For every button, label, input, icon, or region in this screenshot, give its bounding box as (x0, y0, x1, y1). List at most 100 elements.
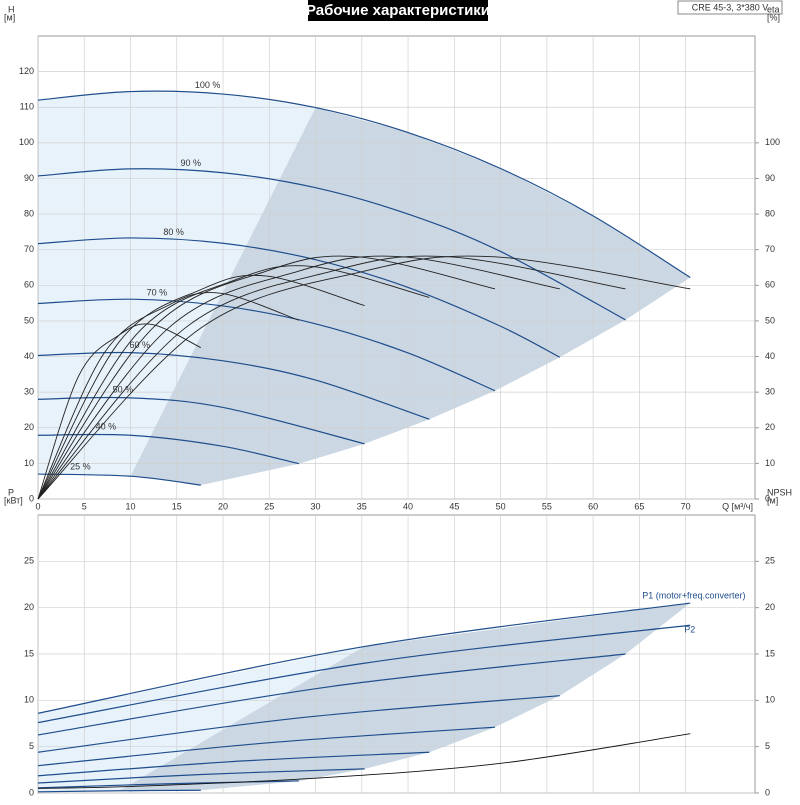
x-tick-label: 35 (357, 501, 367, 511)
y2-tick-label: 60 (765, 280, 775, 290)
curve (37, 351, 430, 420)
x-tick-label: 30 (311, 501, 321, 511)
speed-label: 40 % (96, 422, 117, 432)
speed-label: 90 % (180, 158, 201, 168)
speed-label: 25 % (70, 461, 91, 471)
y-tick-label: 60 (24, 280, 34, 290)
y2-tick-label: 40 (765, 351, 775, 361)
x-tick-label: 40 (403, 501, 413, 511)
curve (37, 768, 365, 784)
y2-tick-label: 90 (765, 173, 775, 183)
curve (37, 751, 430, 777)
y-tick-label: 20 (24, 422, 34, 432)
y2-tick-label: 0 (765, 493, 770, 503)
y-tick-label: 120 (19, 66, 34, 76)
speed-label: 50 % (113, 384, 134, 394)
dark-region (130, 107, 691, 486)
y2-tick-label: 10 (765, 695, 775, 705)
y-tick-label: 80 (24, 208, 34, 218)
info-box (677, 0, 783, 15)
curve (37, 265, 430, 500)
x-tick-label: 20 (218, 501, 228, 511)
y2-tick-label: 20 (765, 602, 775, 612)
curve (37, 255, 626, 500)
curve (37, 726, 496, 767)
y-axis-unit: [м] (4, 12, 15, 22)
y-tick-label: 0 (29, 493, 34, 503)
y2-tick-label: 15 (765, 648, 775, 658)
x-tick-label: 55 (542, 501, 552, 511)
y-axis-unit: [кВт] (4, 495, 23, 505)
x-tick-label: 10 (126, 501, 136, 511)
y2-tick-label: 0 (765, 787, 770, 797)
series-label: P2 (684, 625, 695, 635)
y-tick-label: 0 (29, 787, 34, 797)
curve (37, 90, 691, 278)
x-tick-label: 15 (172, 501, 182, 511)
x-tick-label: 5 (82, 501, 87, 511)
y-tick-label: 40 (24, 351, 34, 361)
y-tick-label: 15 (24, 648, 34, 658)
x-tick-label: 25 (264, 501, 274, 511)
y2-tick-label: 10 (765, 458, 775, 468)
curve (37, 237, 561, 358)
model-annotation: CRE 45-3, 3*380 V (692, 2, 769, 12)
curve (37, 433, 300, 465)
y-tick-label: 5 (29, 741, 34, 751)
curve (37, 733, 691, 789)
curve (37, 653, 626, 736)
y2-tick-label: 30 (765, 387, 775, 397)
y-tick-label: 110 (20, 102, 34, 112)
speed-label: 100 % (195, 80, 221, 90)
curve (37, 255, 691, 500)
curve (37, 789, 201, 793)
speed-label: 60 % (129, 340, 150, 350)
curve (37, 624, 691, 724)
y2-tick-label: 20 (765, 422, 775, 432)
x-tick-label: 60 (588, 501, 598, 511)
y-tick-label: 25 (24, 556, 34, 566)
curve (37, 292, 300, 500)
y-tick-label: 10 (24, 458, 34, 468)
y-axis-label: P (8, 487, 14, 497)
y-tick-label: 70 (24, 244, 34, 254)
y2-axis-unit: [м] (767, 495, 778, 505)
curve (37, 323, 202, 500)
y2-tick-label: 70 (765, 244, 775, 254)
x-tick-label: 70 (681, 501, 691, 511)
y-tick-label: 90 (24, 173, 34, 183)
series-label: P1 (motor+freq.converter) (642, 590, 745, 600)
curve (37, 255, 560, 500)
curve (37, 602, 691, 714)
title-box (308, 0, 488, 21)
speed-label: 80 % (163, 227, 184, 237)
y-tick-label: 10 (24, 695, 34, 705)
speed-label: 70 % (147, 287, 168, 297)
y2-tick-label: 5 (765, 741, 770, 751)
y2-axis-label: NPSH (767, 487, 792, 497)
curve (37, 396, 365, 445)
y2-tick-label: 100 (765, 137, 780, 147)
chart-title: Рабочие характеристики (306, 2, 490, 19)
y2-axis-unit: [%] (767, 12, 780, 22)
x-tick-label: 50 (496, 501, 506, 511)
x-tick-label: 0 (35, 501, 40, 511)
x-tick-label: 45 (449, 501, 459, 511)
y-tick-label: 50 (24, 315, 34, 325)
curve (37, 695, 560, 753)
y-tick-label: 20 (24, 602, 34, 612)
y2-tick-label: 50 (765, 315, 775, 325)
y-tick-label: 100 (19, 137, 34, 147)
y-axis-label: H (8, 4, 15, 14)
curve (37, 274, 365, 500)
curve (37, 168, 626, 321)
y-tick-label: 30 (24, 387, 34, 397)
y2-axis-label: eta (767, 4, 780, 14)
y2-tick-label: 25 (765, 556, 775, 566)
x-tick-label: 65 (634, 501, 644, 511)
x-axis-label: Q [м³/ч] (722, 501, 753, 511)
y2-tick-label: 80 (765, 208, 775, 218)
curve (37, 780, 299, 789)
curve (37, 298, 496, 392)
